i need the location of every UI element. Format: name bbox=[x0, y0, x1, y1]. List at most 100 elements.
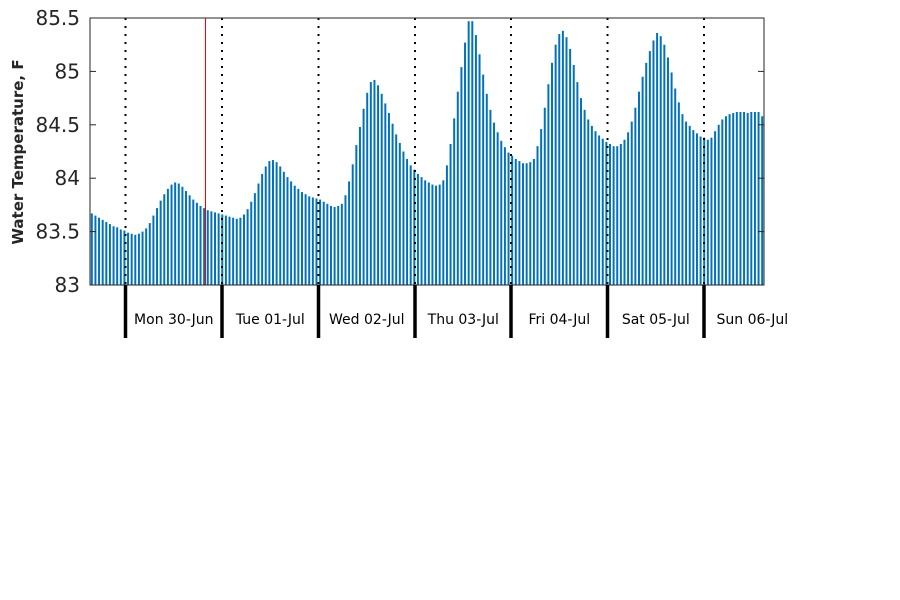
temperature-bar bbox=[717, 124, 720, 285]
temperature-bar bbox=[714, 131, 717, 285]
temperature-bar bbox=[195, 202, 198, 285]
temperature-bar bbox=[398, 142, 401, 285]
temperature-bar bbox=[623, 139, 626, 285]
temperature-bar bbox=[522, 163, 525, 285]
temperature-bar bbox=[366, 92, 369, 285]
temperature-bar bbox=[659, 36, 662, 285]
temperature-bar bbox=[116, 227, 119, 285]
day-label: Sat 05-Jul bbox=[622, 312, 690, 328]
temperature-bar bbox=[674, 88, 677, 286]
temperature-bar bbox=[503, 147, 506, 285]
temperature-bar bbox=[594, 131, 597, 285]
temperature-bar bbox=[232, 217, 235, 285]
temperature-bar bbox=[127, 232, 130, 285]
plot-frame bbox=[89, 17, 765, 286]
temperature-bar bbox=[652, 40, 655, 286]
temperature-bar bbox=[431, 184, 434, 285]
temperature-bar bbox=[728, 114, 731, 286]
temperature-bar bbox=[166, 188, 169, 285]
temperature-bar bbox=[319, 199, 322, 285]
temperature-bar bbox=[250, 201, 253, 285]
temperature-bar bbox=[641, 76, 644, 286]
temperature-bar bbox=[348, 181, 351, 285]
temperature-bar bbox=[94, 215, 97, 285]
temperature-bar bbox=[518, 161, 521, 285]
bars-group bbox=[90, 21, 764, 286]
temperature-bar bbox=[464, 42, 467, 286]
temperature-bar bbox=[362, 108, 365, 285]
temperature-bar bbox=[402, 151, 405, 285]
temperature-bar bbox=[145, 228, 148, 285]
y-tick-label: 84.5 bbox=[35, 113, 80, 137]
temperature-bar bbox=[235, 218, 238, 285]
temperature-bar bbox=[507, 152, 510, 285]
temperature-bar bbox=[420, 177, 423, 285]
temperature-bar bbox=[449, 144, 452, 285]
day-label: Fri 04-Jul bbox=[528, 312, 590, 328]
temperature-bar bbox=[590, 125, 593, 286]
temperature-bar bbox=[188, 195, 191, 285]
temperature-bar bbox=[565, 37, 568, 285]
temperature-bar bbox=[409, 165, 412, 285]
temperature-bar bbox=[435, 185, 438, 285]
temperature-bar bbox=[224, 215, 227, 285]
temperature-bar bbox=[203, 208, 206, 285]
temperature-bar bbox=[551, 62, 554, 285]
day-label: Thu 03-Jul bbox=[427, 312, 499, 328]
temperature-bar bbox=[746, 113, 749, 285]
temperature-bar bbox=[391, 123, 394, 285]
temperature-bar bbox=[427, 182, 430, 285]
temperature-bar bbox=[304, 194, 307, 285]
temperature-bar bbox=[141, 231, 144, 285]
temperature-bar bbox=[547, 84, 550, 285]
temperature-bar bbox=[406, 158, 409, 285]
temperature-bar bbox=[554, 44, 557, 286]
temperature-bar bbox=[275, 162, 278, 285]
temperature-bar bbox=[474, 35, 477, 286]
temperature-bar bbox=[478, 54, 481, 286]
temperature-bar bbox=[123, 230, 126, 285]
temperature-bar bbox=[493, 122, 496, 285]
temperature-bar bbox=[308, 196, 311, 285]
temperature-bar bbox=[239, 217, 242, 285]
temperature-bar bbox=[156, 208, 159, 285]
temperature-bar bbox=[351, 164, 354, 285]
temperature-bar bbox=[735, 111, 738, 285]
temperature-bar bbox=[743, 111, 746, 285]
temperature-bar bbox=[648, 51, 651, 285]
temperature-bar bbox=[286, 177, 289, 285]
temperature-bar bbox=[576, 82, 579, 285]
day-label: Mon 30-Jun bbox=[134, 312, 214, 328]
temperature-bar bbox=[695, 133, 698, 285]
temperature-bar bbox=[243, 214, 245, 285]
temperature-bar bbox=[656, 32, 659, 286]
temperature-bar bbox=[724, 116, 727, 285]
temperature-bar bbox=[645, 62, 648, 285]
temperature-bar bbox=[228, 216, 231, 285]
y-axis-ticks: 83 83.5 84 84.5 85 85.5 bbox=[35, 6, 764, 297]
temperature-bar bbox=[163, 194, 166, 285]
temperature-bar bbox=[424, 180, 427, 285]
temperature-bar bbox=[170, 184, 173, 285]
temperature-bar bbox=[101, 219, 104, 285]
temperature-bar bbox=[467, 21, 470, 285]
temperature-bar bbox=[217, 213, 220, 285]
temperature-bar bbox=[416, 173, 419, 285]
temperature-bar bbox=[148, 223, 151, 285]
temperature-bar bbox=[670, 72, 673, 285]
temperature-bar bbox=[199, 205, 202, 285]
temperature-bar bbox=[587, 119, 590, 286]
y-axis-label: Water Temperature, F bbox=[9, 59, 27, 244]
temperature-bar bbox=[609, 144, 611, 285]
day-tick-marks bbox=[123, 285, 706, 338]
temperature-bar bbox=[159, 200, 162, 285]
temperature-bar bbox=[616, 146, 619, 285]
day-label: Sun 06-Jul bbox=[716, 312, 788, 328]
temperature-bar bbox=[337, 205, 340, 285]
temperature-bar bbox=[369, 82, 372, 285]
temperature-bar bbox=[496, 132, 499, 285]
temperature-bar bbox=[692, 130, 695, 285]
temperature-bar bbox=[634, 107, 637, 286]
temperature-bar bbox=[380, 93, 383, 285]
